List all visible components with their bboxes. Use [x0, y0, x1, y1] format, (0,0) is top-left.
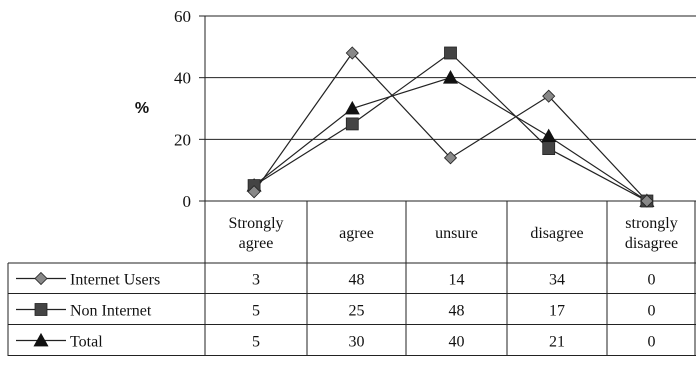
legend-marker-1	[34, 303, 48, 316]
x-category-label: strongly	[625, 215, 677, 232]
data-point-2-3	[541, 128, 557, 143]
y-tick-label: 40	[174, 69, 191, 88]
data-point-1-3	[542, 142, 556, 155]
table-cell-value: 21	[549, 334, 565, 351]
x-category-label: disagree	[530, 225, 583, 242]
legend-marker-2	[33, 332, 49, 347]
table-cell-value: 25	[349, 303, 365, 320]
table-cell-value: 5	[252, 334, 260, 351]
table-cell-value: 0	[648, 303, 656, 320]
table-cell-value: 3	[252, 272, 260, 289]
y-tick-label: 60	[174, 7, 191, 26]
legend-entry: Internet Users	[70, 272, 160, 289]
x-category-label: unsure	[435, 225, 478, 242]
data-point-1-2	[444, 46, 457, 60]
table-cell-value: 40	[449, 334, 465, 351]
data-point-2-2	[442, 70, 459, 84]
x-category-label: Strongly	[228, 215, 283, 232]
table-cell-value: 5	[252, 303, 260, 320]
table-cell-value: 0	[648, 334, 656, 351]
data-point-0-4	[640, 194, 654, 208]
data-point-0-0	[247, 185, 261, 199]
table-cell-value: 17	[549, 303, 565, 320]
data-point-0-1	[345, 46, 359, 60]
x-category-label: disagree	[625, 235, 678, 252]
series-markers	[246, 46, 655, 208]
data-point-0-3	[542, 89, 556, 103]
table-cell-value: 48	[349, 272, 365, 289]
x-category-label: agree	[239, 235, 274, 252]
y-axis: 0 20 40 60	[174, 7, 696, 211]
table-cell-value: 48	[449, 303, 465, 320]
data-point-0-2	[443, 151, 458, 165]
legend-entry: Non Internet	[70, 303, 152, 320]
table-cell-value: 30	[349, 334, 365, 351]
data-point-1-1	[345, 117, 359, 131]
data-table: Strongly agree agree unsure disagree strongly…	[7, 201, 696, 356]
table-cell-value: 14	[449, 272, 465, 289]
legend-marker-0	[34, 271, 48, 286]
table-cell-value: 34	[549, 272, 565, 289]
data-point-2-1	[344, 100, 360, 115]
table-cell-value: 0	[648, 272, 656, 289]
legend-entry: Total	[70, 334, 103, 351]
y-axis-label: %	[135, 100, 149, 117]
x-category-label: agree	[339, 225, 374, 242]
y-tick-label: 0	[183, 192, 192, 211]
y-tick-label: 20	[174, 130, 191, 149]
